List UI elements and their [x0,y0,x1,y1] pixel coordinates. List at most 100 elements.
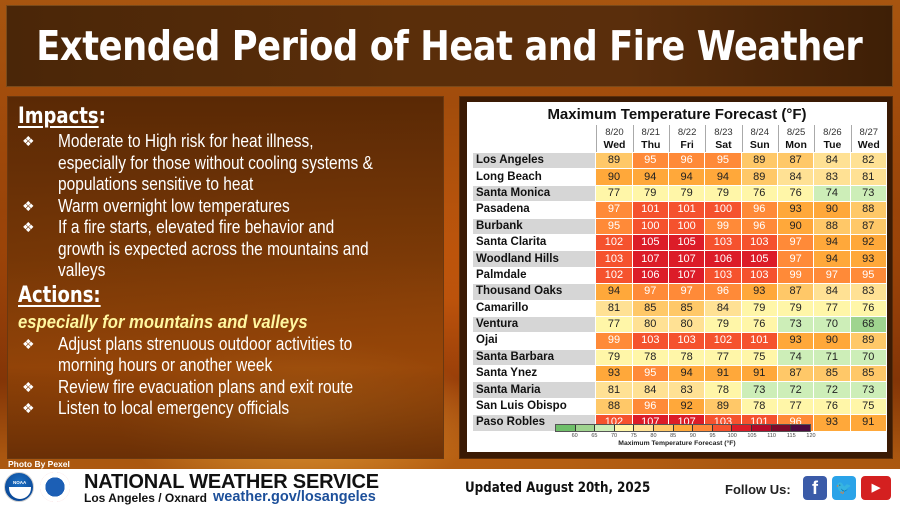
color-scale-swatch [771,425,792,431]
temperature-cell: 76 [850,300,886,316]
twitter-icon[interactable]: 🐦 [832,476,856,500]
color-scale-tick: 115 [786,433,796,439]
temperature-cell: 94 [632,169,668,185]
facebook-icon[interactable]: f [803,476,827,500]
table-row: Palmdale 102 106 107 103 103 99 97 95 [473,267,886,284]
color-scale-swatch [575,425,596,431]
youtube-icon[interactable]: ▶ [861,476,891,500]
noaa-logo-icon[interactable]: NOAA [4,472,34,502]
table-row: San Luis Obispo 88 96 92 89 78 77 76 75 [473,398,886,415]
temperature-cell: 81 [596,382,632,398]
city-name: Santa Clarita [473,234,596,251]
column-date: 8/26 [823,127,842,138]
column-day: Sun [749,139,770,151]
temperature-cell: 93 [596,366,632,382]
table-row: Santa Clarita 102 105 105 103 103 97 94 92 [473,234,886,251]
color-scale-tick: 80 [650,433,657,439]
table-row: Santa Barbara 79 78 78 77 75 74 71 70 [473,349,886,366]
temperature-cell: 87 [777,366,814,382]
column-header: 8/26 Tue [814,125,849,152]
website-link[interactable]: weather.gov/losangeles [213,489,376,505]
city-name: Santa Monica [473,185,596,202]
forecast-panel: Maximum Temperature Forecast (°F) 8/20 We… [459,96,893,459]
color-scale-swatch [595,425,615,431]
temperature-cell: 76 [741,316,777,333]
column-day: Fri [680,139,694,151]
temperature-cell: 84 [705,300,741,316]
table-row: Burbank 95 100 100 99 96 90 88 87 [473,218,886,234]
temperature-cell: 94 [814,234,850,251]
color-scale-bar [555,424,811,432]
nws-logo-icon[interactable] [40,472,70,502]
table-row: Woodland Hills 103 107 107 106 105 97 94 93 [473,251,886,267]
office-name: Los Angeles / Oxnard [84,491,207,505]
temperature-cell: 77 [814,300,850,316]
impact-text: Moderate to High risk for heat illness, … [58,131,373,194]
temperature-cell: 72 [777,382,814,398]
photo-credit: Photo By Pexel [8,459,70,469]
impacts-heading: Impacts: [18,103,358,131]
temperature-cell: 107 [668,251,705,267]
info-panel: Impacts: ❖ Moderate to High risk for heat… [7,96,444,459]
column-header: 8/20 Wed [596,125,631,152]
color-scale-tick: 110 [767,433,776,439]
temperature-cell: 103 [741,234,777,251]
table-row: Camarillo 81 85 85 84 79 79 77 76 [473,300,886,316]
city-name: Santa Maria [473,382,596,398]
temperature-cell: 105 [668,234,705,251]
temperature-cell: 92 [668,398,705,415]
table-row: Santa Ynez 93 95 94 91 91 87 85 85 [473,366,886,382]
impacts-heading-colon: : [98,104,106,129]
city-name: San Luis Obispo [473,398,596,415]
temperature-cell: 103 [632,333,668,349]
color-scale-swatch [673,425,694,431]
temperature-cell: 95 [850,267,886,284]
temperature-cell: 100 [668,218,705,234]
temperature-cell: 81 [596,300,632,316]
temperature-cell: 97 [596,202,632,218]
diamond-bullet-icon: ❖ [22,133,35,149]
impact-text: If a fire starts, elevated fire behavior… [58,217,369,280]
temperature-cell: 99 [596,333,632,349]
impact-item: ❖ Moderate to High risk for heat illness,… [18,131,433,196]
temperature-cell: 84 [632,382,668,398]
temperature-cell: 100 [632,218,668,234]
temperature-cell: 89 [850,333,886,349]
temperature-cell: 91 [741,366,777,382]
temperature-cell: 80 [668,316,705,333]
temperature-cell: 93 [741,284,777,300]
temperature-cell: 101 [632,202,668,218]
city-name: Pasadena [473,202,596,218]
table-row: Ventura 77 80 80 79 76 73 70 68 [473,316,886,333]
column-day: Thu [641,139,661,151]
actions-heading: Actions: [18,282,358,310]
temperature-cell: 79 [705,316,741,333]
temperature-cell: 97 [668,284,705,300]
color-scale-tick: 90 [689,433,696,439]
temperature-cell: 103 [668,333,705,349]
color-scale-tick: 105 [747,433,757,439]
column-header: 8/22 Fri [668,125,704,152]
forecast-table-card: Maximum Temperature Forecast (°F) 8/20 We… [467,102,887,452]
city-name: Los Angeles [473,153,596,169]
color-scale-swatch [732,425,753,431]
temperature-cell: 77 [705,349,741,366]
temperature-cell: 78 [632,349,668,366]
temperature-cell: 75 [741,349,777,366]
temperature-cell: 68 [850,316,886,333]
action-item: ❖ Adjust plans strenuous outdoor activiti… [18,334,433,377]
color-scale-swatch [752,425,772,431]
city-name: Burbank [473,218,596,234]
temperature-cell: 76 [814,398,850,415]
table-row: Long Beach 90 94 94 94 89 84 83 81 [473,169,886,185]
column-header: 8/27 Wed [850,125,886,152]
temperature-cell: 73 [850,382,886,398]
temperature-cell: 88 [596,398,632,415]
column-header: 8/24 Sun [741,125,777,152]
action-item: ❖ Review fire evacuation plans and exit r… [18,377,433,399]
temperature-cell: 71 [814,349,850,366]
color-scale-swatch [654,425,674,431]
temperature-cell: 91 [705,366,741,382]
temperature-cell: 97 [777,251,814,267]
color-scale-swatch [556,425,576,431]
